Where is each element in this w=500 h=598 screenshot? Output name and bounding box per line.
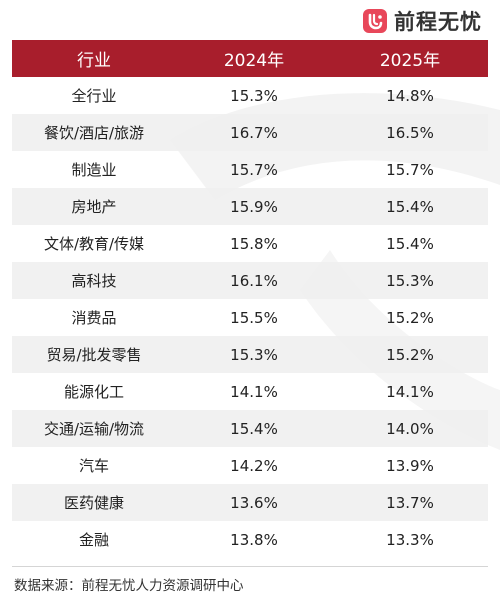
cell-2024: 13.8% <box>230 530 278 549</box>
cell-2024: 13.6% <box>230 493 278 512</box>
cell-industry: 能源化工 <box>63 383 124 401</box>
cell-2024: 16.1% <box>230 271 278 290</box>
cell-industry: 文体/教育/传媒 <box>43 235 145 253</box>
header-industry: 行业 <box>77 51 111 71</box>
cell-industry: 汽车 <box>78 457 109 475</box>
cell-2025: 15.2% <box>386 308 434 327</box>
cell-industry: 消费品 <box>71 309 117 327</box>
table-row: 汽车 14.2% 13.9% <box>12 447 488 484</box>
cell-industry: 金融 <box>78 531 109 549</box>
table-row: 文体/教育/传媒 15.8% 15.4% <box>12 225 488 262</box>
cell-2025: 13.3% <box>386 530 434 549</box>
cell-industry: 餐饮/酒店/旅游 <box>43 124 145 142</box>
cell-2024: 15.9% <box>230 197 278 216</box>
cell-2025: 14.1% <box>386 382 434 401</box>
table-row: 贸易/批发零售 15.3% 15.2% <box>12 336 488 373</box>
cell-industry: 交通/运输/物流 <box>43 420 145 438</box>
table-row: 制造业 15.7% 15.7% <box>12 151 488 188</box>
turnover-table: 行业 2024年 2025年 全行业 15.3% 14.8% 餐饮/酒店/旅游 16.7… <box>12 40 488 558</box>
header-2025: 2025年 <box>379 51 441 71</box>
cell-2025: 14.8% <box>386 86 434 105</box>
brand-mark-icon <box>363 9 387 33</box>
table-header-row: 行业 2024年 2025年 <box>12 40 488 77</box>
cell-2024: 15.5% <box>230 308 278 327</box>
table-body: 全行业 15.3% 14.8% 餐饮/酒店/旅游 16.7% 16.5% 制造业 15.7% 1… <box>12 77 488 558</box>
cell-2025: 15.7% <box>386 160 434 179</box>
cell-industry: 贸易/批发零售 <box>46 346 142 364</box>
cell-2025: 13.9% <box>386 456 434 475</box>
table-row: 医药健康 13.6% 13.7% <box>12 484 488 521</box>
footer-divider <box>12 566 488 567</box>
cell-2025: 15.4% <box>386 234 434 253</box>
cell-2024: 15.3% <box>230 345 278 364</box>
cell-2025: 15.3% <box>386 271 434 290</box>
cell-2025: 16.5% <box>386 123 434 142</box>
cell-2024: 14.2% <box>230 456 278 475</box>
cell-2025: 13.7% <box>386 493 434 512</box>
header: 前程无忧 <box>0 0 500 40</box>
cell-2024: 15.3% <box>230 86 278 105</box>
cell-2024: 15.4% <box>230 419 278 438</box>
cell-2024: 15.7% <box>230 160 278 179</box>
cell-industry: 房地产 <box>71 198 117 216</box>
table-row: 高科技 16.1% 15.3% <box>12 262 488 299</box>
cell-industry: 医药健康 <box>63 494 124 512</box>
table-row: 能源化工 14.1% 14.1% <box>12 373 488 410</box>
header-2024: 2024年 <box>223 51 285 71</box>
cell-2024: 14.1% <box>230 382 278 401</box>
cell-2025: 15.4% <box>386 197 434 216</box>
brand-logo: 前程无忧 <box>362 6 482 36</box>
cell-industry: 制造业 <box>71 161 117 179</box>
cell-2025: 14.0% <box>386 419 434 438</box>
table-row: 餐饮/酒店/旅游 16.7% 16.5% <box>12 114 488 151</box>
cell-2024: 15.8% <box>230 234 278 253</box>
table-row: 交通/运输/物流 15.4% 14.0% <box>12 410 488 447</box>
source-note: 数据来源：前程无忧人力资源调研中心 <box>14 578 244 594</box>
cell-2025: 15.2% <box>386 345 434 364</box>
table-row: 全行业 15.3% 14.8% <box>12 77 488 114</box>
cell-2024: 16.7% <box>230 123 278 142</box>
table-row: 房地产 15.9% 15.4% <box>12 188 488 225</box>
cell-industry: 全行业 <box>71 87 117 105</box>
table-row: 金融 13.8% 13.3% <box>12 521 488 558</box>
cell-industry: 高科技 <box>71 272 117 290</box>
table-row: 消费品 15.5% 15.2% <box>12 299 488 336</box>
brand-name: 前程无忧 <box>394 10 482 34</box>
